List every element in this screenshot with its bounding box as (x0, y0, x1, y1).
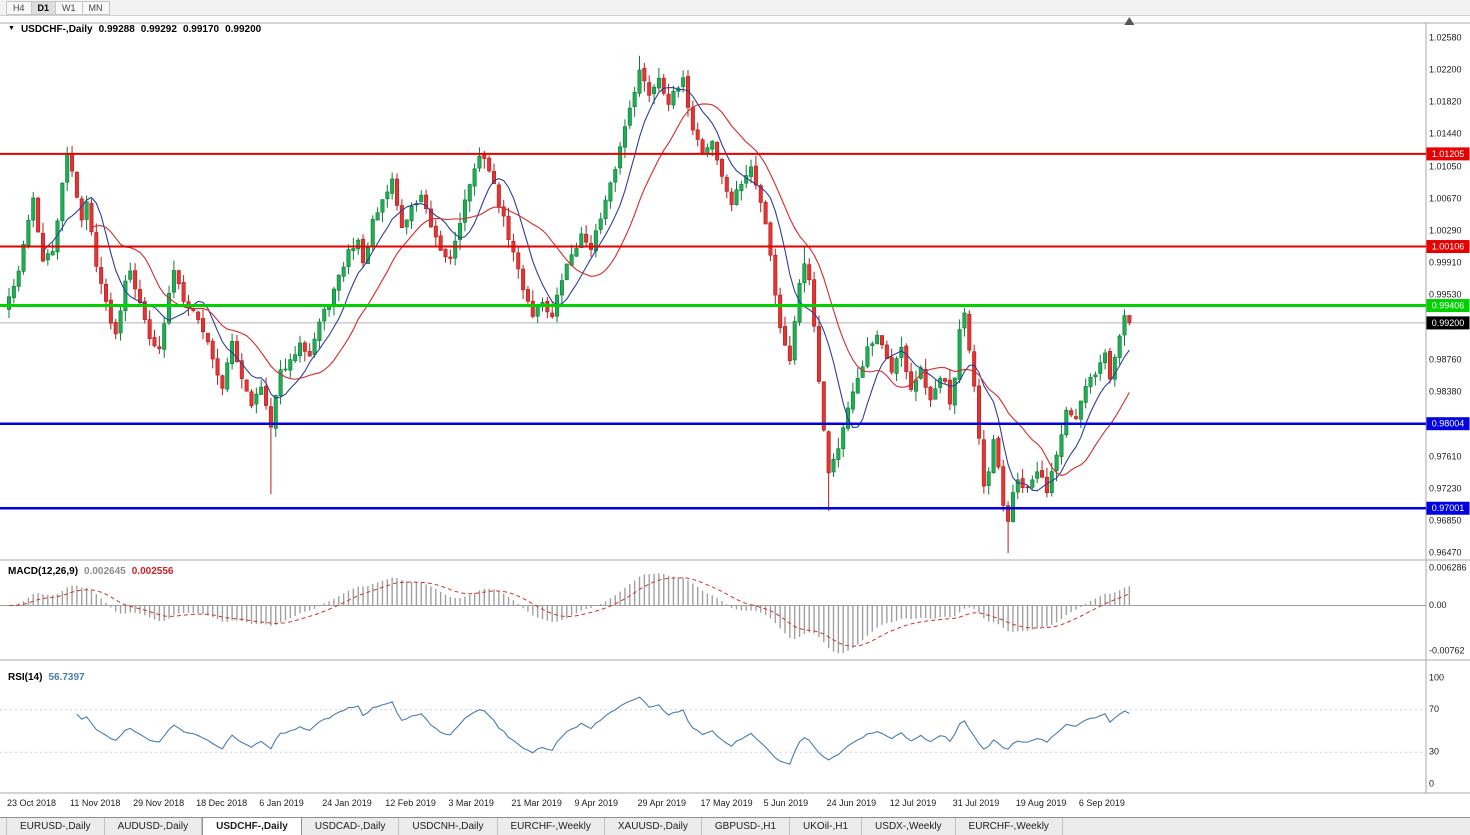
svg-text:24 Jun 2019: 24 Jun 2019 (827, 798, 877, 808)
candles-layer (7, 55, 1132, 553)
macd-main-value: 0.002645 (84, 566, 126, 577)
svg-text:0.97001: 0.97001 (1432, 503, 1465, 513)
svg-text:29 Nov 2018: 29 Nov 2018 (133, 798, 184, 808)
svg-text:0.99406: 0.99406 (1432, 300, 1465, 310)
chart-tab-AUDUSD-Daily[interactable]: AUDUSD-,Daily (104, 818, 203, 835)
svg-text:0.99530: 0.99530 (1429, 289, 1462, 299)
svg-text:21 Mar 2019: 21 Mar 2019 (511, 798, 562, 808)
panel-separators[interactable] (0, 22, 1470, 794)
rsi-scale-tick: 0 (1429, 778, 1434, 788)
svg-text:11 Nov 2018: 11 Nov 2018 (70, 798, 120, 808)
svg-text:1.01205: 1.01205 (1432, 149, 1465, 159)
svg-text:1.00106: 1.00106 (1432, 241, 1465, 251)
quote-low: 0.99170 (182, 24, 220, 35)
timeframe-button-W1[interactable]: W1 (56, 0, 83, 15)
svg-text:29 Apr 2019: 29 Apr 2019 (638, 798, 687, 808)
chart-tab-UKOil-H1[interactable]: UKOil-,H1 (790, 818, 863, 835)
chart-tab-EURUSD-Daily[interactable]: EURUSD-,Daily (6, 818, 105, 835)
rsi-scale-tick: 30 (1429, 747, 1439, 757)
macd-indicator-label: MACD(12,26,9) 0.002645 0.002556 (8, 566, 173, 577)
chart-tab-GBPUSD-H1[interactable]: GBPUSD-,H1 (701, 818, 791, 835)
rsi-indicator-label: RSI(14) 56.7397 (8, 672, 85, 683)
chart-tab-EURCHF-Weekly[interactable]: EURCHF-,Weekly (955, 818, 1063, 835)
ohlc-header: ▼ USDCHF-,Daily 0.99288 0.99292 0.99170 … (8, 24, 261, 35)
svg-text:31 Jul 2019: 31 Jul 2019 (953, 798, 1000, 808)
svg-text:9 Apr 2019: 9 Apr 2019 (574, 798, 618, 808)
svg-text:24 Jan 2019: 24 Jan 2019 (322, 798, 372, 808)
svg-text:0.97610: 0.97610 (1429, 451, 1462, 461)
date-axis[interactable]: 23 Oct 2018 11 Nov 2018 29 Nov 2018 18 Dec … (7, 798, 1125, 808)
macd-histogram (13, 573, 1131, 654)
horizontal-lines[interactable] (0, 152, 1426, 510)
chart-window: 1.02580 1.02200 1.01820 1.01440 1.01050 1.006… (0, 16, 1470, 817)
svg-text:0.98380: 0.98380 (1429, 386, 1462, 396)
rsi-value: 56.7397 (48, 672, 85, 683)
chart-tab-USDCHF-Daily[interactable]: USDCHF-,Daily (202, 818, 302, 835)
svg-text:0.97230: 0.97230 (1429, 483, 1462, 493)
svg-text:12 Feb 2019: 12 Feb 2019 (385, 798, 436, 808)
svg-text:6 Sep 2019: 6 Sep 2019 (1079, 798, 1125, 808)
svg-text:1.01050: 1.01050 (1429, 161, 1462, 171)
quote-close: 0.99200 (225, 24, 262, 35)
timeframe-toolbar: H4 D1 W1 MN (0, 0, 1470, 16)
rsi-name: RSI(14) (8, 672, 43, 683)
svg-text:17 May 2019: 17 May 2019 (701, 798, 753, 808)
svg-text:18 Dec 2018: 18 Dec 2018 (196, 798, 247, 808)
macd-scale-tick: 0.006286 (1429, 562, 1467, 572)
chart-tabbar: EURUSD-,Daily AUDUSD-,Daily USDCHF-,Daily U… (0, 817, 1470, 835)
svg-text:1.01440: 1.01440 (1429, 128, 1462, 138)
chart-tab-XAUUSD-Daily[interactable]: XAUUSD-,Daily (604, 818, 702, 835)
rsi-scale-tick: 70 (1429, 704, 1439, 714)
svg-text:12 Jul 2019: 12 Jul 2019 (890, 798, 937, 808)
svg-text:1.02580: 1.02580 (1429, 32, 1462, 42)
svg-text:1.00290: 1.00290 (1429, 225, 1462, 235)
macd-signal-value: 0.002556 (131, 566, 174, 577)
macd-scale-tick: 0.00 (1429, 600, 1447, 610)
price-chart[interactable]: 1.02580 1.02200 1.01820 1.01440 1.01050 1.006… (0, 16, 1470, 817)
price-scale[interactable]: 1.02580 1.02200 1.01820 1.01440 1.01050 1.006… (1426, 32, 1470, 788)
macd-name: MACD(12,26,9) (8, 566, 79, 577)
timeframe-button-H4[interactable]: H4 (6, 0, 32, 15)
svg-text:0.99200: 0.99200 (1432, 318, 1465, 328)
quote-open: 0.99288 (98, 24, 135, 35)
rsi-line (76, 696, 1130, 765)
svg-text:0.98760: 0.98760 (1429, 354, 1462, 364)
svg-text:0.96850: 0.96850 (1429, 515, 1462, 525)
svg-text:1.01820: 1.01820 (1429, 96, 1462, 106)
macd-scale-tick: -0.00762 (1429, 645, 1465, 655)
timeframe-button-MN[interactable]: MN (82, 0, 110, 15)
quote-high: 0.99292 (140, 24, 177, 35)
svg-text:1.02200: 1.02200 (1429, 64, 1462, 74)
svg-text:0.96470: 0.96470 (1429, 547, 1462, 557)
timeframe-button-D1[interactable]: D1 (31, 0, 57, 15)
chart-tab-EURCHF-Weekly[interactable]: EURCHF-,Weekly (497, 818, 605, 835)
chart-tab-USDCNH-Daily[interactable]: USDCNH-,Daily (399, 818, 498, 835)
ma-line-18 (91, 103, 1130, 477)
collapse-arrow-icon[interactable]: ▼ (8, 25, 15, 32)
svg-text:6 Jan 2019: 6 Jan 2019 (259, 798, 304, 808)
chart-tab-USDCAD-Daily[interactable]: USDCAD-,Daily (301, 818, 400, 835)
macd-signal-line (8, 577, 1130, 647)
svg-text:5 Jun 2019: 5 Jun 2019 (764, 798, 809, 808)
svg-text:23 Oct 2018: 23 Oct 2018 (7, 798, 56, 808)
ma-line-8 (42, 87, 1130, 492)
svg-text:0.98004: 0.98004 (1432, 419, 1465, 429)
chart-shift-marker-icon[interactable] (1124, 17, 1135, 25)
symbol-label: USDCHF-,Daily (20, 24, 93, 35)
rsi-scale-tick: 100 (1429, 672, 1444, 682)
svg-text:0.99910: 0.99910 (1429, 257, 1462, 267)
chart-tab-USDX-Weekly[interactable]: USDX-,Weekly (862, 818, 956, 835)
svg-text:19 Aug 2019: 19 Aug 2019 (1016, 798, 1067, 808)
svg-text:3 Mar 2019: 3 Mar 2019 (448, 798, 494, 808)
svg-text:1.00670: 1.00670 (1429, 193, 1462, 203)
